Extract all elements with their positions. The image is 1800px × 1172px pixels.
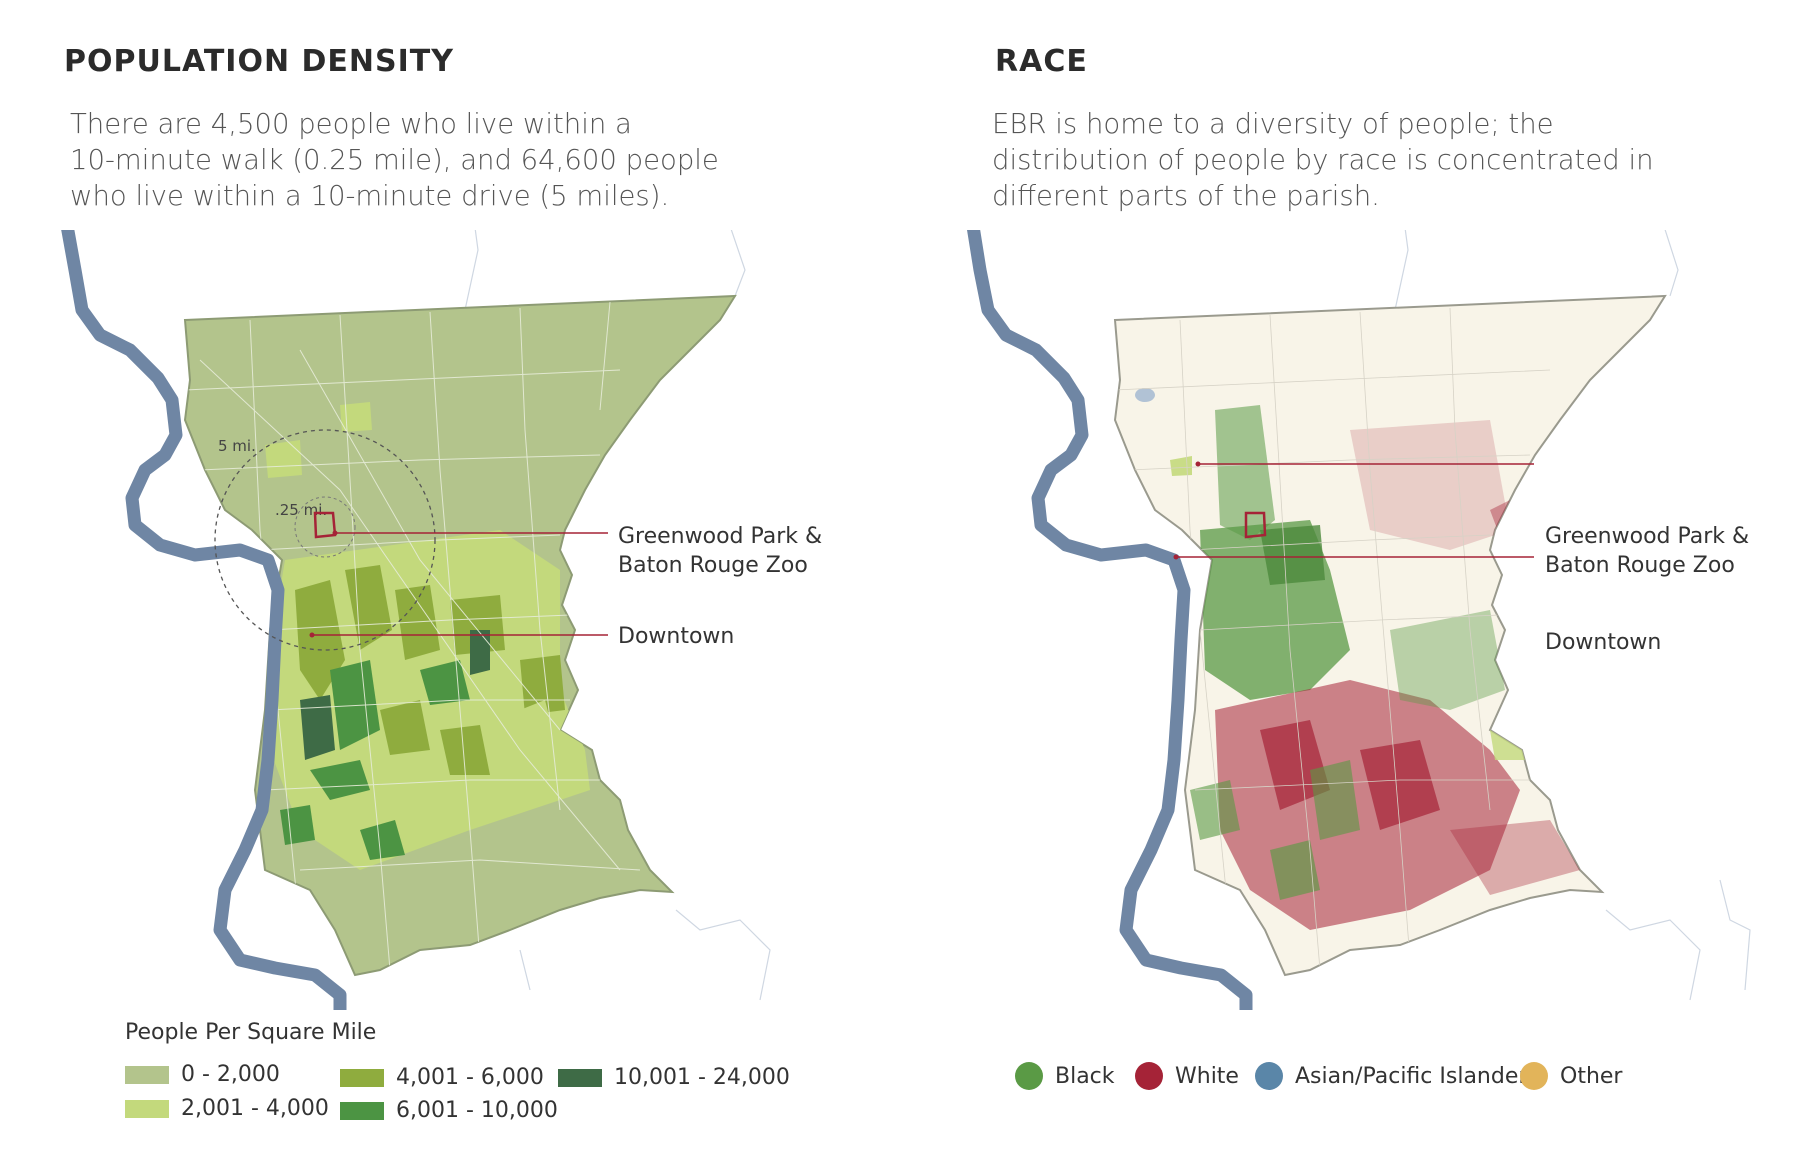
tributaries xyxy=(464,230,771,1001)
legend-label: Black xyxy=(1055,1063,1115,1089)
park-callout-line-1: Greenwood Park & xyxy=(1545,524,1750,549)
legend-item-4001-6000: 4,001 - 6,000 xyxy=(340,1065,544,1090)
legend-label: 10,001 - 24,000 xyxy=(614,1065,790,1090)
density-legend-title: People Per Square Mile xyxy=(125,1020,377,1045)
legend-label: 6,001 - 10,000 xyxy=(396,1098,558,1123)
downtown-callout-dot xyxy=(309,632,315,638)
park-callout-dot xyxy=(1195,461,1201,467)
legend-swatch xyxy=(340,1068,384,1087)
park-marker xyxy=(1244,511,1267,539)
legend-swatch xyxy=(125,1065,169,1084)
legend-label: Asian/Pacific Islander xyxy=(1295,1063,1528,1089)
downtown-callout-label: Downtown xyxy=(618,624,735,649)
downtown-callout-dot xyxy=(1173,554,1179,560)
park-callout-label: Greenwood Park & Baton Rouge Zoo xyxy=(618,522,822,580)
desc-line: who live within a 10-minute drive (5 mil… xyxy=(70,180,670,212)
population-density-description: There are 4,500 people who live within a… xyxy=(70,106,719,214)
legend-dot xyxy=(1015,1062,1043,1090)
population-density-heading: POPULATION DENSITY xyxy=(64,44,454,79)
legend-item-2001-4000: 2,001 - 4,000 xyxy=(125,1096,329,1121)
desc-line: EBR is home to a diversity of people; th… xyxy=(992,108,1554,140)
desc-line: 10-minute walk (0.25 mile), and 64,600 p… xyxy=(70,144,719,176)
legend-item-6001-10000: 6,001 - 10,000 xyxy=(340,1098,558,1123)
desc-line: distribution of people by race is concen… xyxy=(992,144,1654,176)
legend-label: White xyxy=(1175,1063,1239,1089)
legend-swatch xyxy=(340,1101,384,1120)
race-map xyxy=(967,230,1751,1010)
mississippi-river xyxy=(61,230,347,1010)
legend-label: 0 - 2,000 xyxy=(181,1062,280,1087)
legend-dot xyxy=(1135,1062,1163,1090)
downtown-callout-label: Downtown xyxy=(1545,630,1662,655)
park-callout-dot xyxy=(332,530,338,536)
desc-line: different parts of the parish. xyxy=(992,180,1380,212)
legend-item-10001-24000: 10,001 - 24,000 xyxy=(558,1065,790,1090)
legend-item-other: Other xyxy=(1520,1062,1622,1090)
legend-item-black: Black xyxy=(1015,1062,1115,1090)
legend-label: 2,001 - 4,000 xyxy=(181,1096,329,1121)
legend-item-asian-pacific-islander: Asian/Pacific Islander xyxy=(1255,1062,1527,1090)
legend-dot xyxy=(1255,1062,1283,1090)
legend-label: Other xyxy=(1560,1063,1623,1089)
legend-swatch xyxy=(125,1099,169,1118)
desc-line: There are 4,500 people who live within a xyxy=(70,108,632,140)
legend-label: 4,001 - 6,000 xyxy=(396,1065,544,1090)
legend-swatch xyxy=(558,1068,602,1087)
population-density-panel: POPULATION DENSITY There are 4,500 peopl… xyxy=(61,44,822,1123)
tract-boundaries xyxy=(1115,307,1551,971)
park-callout-label: Greenwood Park & Baton Rouge Zoo xyxy=(1545,522,1749,580)
mississippi-river xyxy=(967,230,1253,1010)
race-heading: RACE xyxy=(995,44,1088,79)
legend-dot xyxy=(1520,1062,1548,1090)
quarter-mile-ring xyxy=(294,496,356,558)
park-callout-line-2: Baton Rouge Zoo xyxy=(618,553,808,578)
race-panel: RACE EBR is home to a diversity of peopl… xyxy=(900,0,1800,1172)
legend-item-white: White xyxy=(1135,1062,1239,1090)
tributaries xyxy=(1394,230,1751,1001)
population-density-map: 5 mi. .25 mi. xyxy=(61,230,771,1010)
quarter-mile-label: .25 mi. xyxy=(275,501,327,519)
legend-item-0-2000: 0 - 2,000 xyxy=(125,1062,280,1087)
tract-boundaries xyxy=(185,301,641,971)
park-callout-line-2: Baton Rouge Zoo xyxy=(1545,553,1735,578)
five-mile-label: 5 mi. xyxy=(218,437,256,455)
race-description: EBR is home to a diversity of people; th… xyxy=(992,106,1654,214)
five-mile-ring xyxy=(214,429,436,651)
park-callout-line-1: Greenwood Park & xyxy=(618,524,823,549)
